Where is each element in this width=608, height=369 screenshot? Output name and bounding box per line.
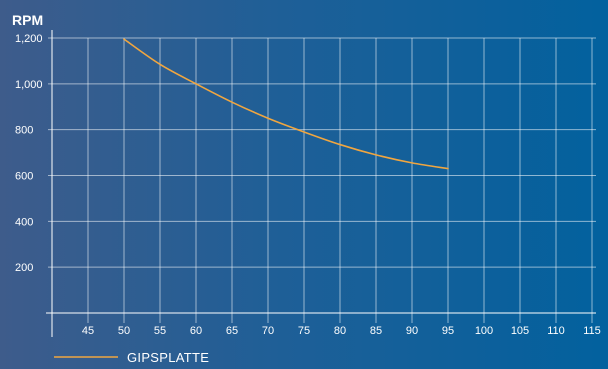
y-tick-labels: 200 400 600 800 1,000 1,200 (15, 33, 43, 274)
x-tick-label-100: 100 (475, 325, 493, 337)
series-line-gipsplatte (123, 38, 449, 170)
x-tick-label-90: 90 (406, 325, 418, 337)
x-tick-label-110: 110 (547, 325, 565, 337)
y-tick-label-1200: 1,200 (15, 33, 43, 45)
x-tick-label-80: 80 (334, 325, 346, 337)
y-tick-label-400: 400 (15, 216, 33, 228)
x-tick-label-85: 85 (370, 325, 382, 337)
y-tick-label-200: 200 (15, 262, 33, 274)
grid (48, 37, 596, 323)
x-tick-label-65: 65 (226, 325, 238, 337)
x-tick-labels: 45 50 55 60 65 70 75 80 85 90 95 100 105 110 115 (82, 325, 601, 337)
legend-label: GIPSPLATTE (127, 350, 209, 365)
x-tick-label-60: 60 (190, 325, 202, 337)
x-tick-label-115: 115 (583, 325, 601, 337)
x-tick-label-95: 95 (442, 325, 454, 337)
y-tick-label-600: 600 (15, 171, 33, 183)
y-axis-label: RPM (12, 12, 43, 28)
x-tick-label-55: 55 (154, 325, 166, 337)
series-layer (123, 38, 449, 170)
y-tick-label-800: 800 (15, 125, 33, 137)
x-tick-label-70: 70 (262, 325, 274, 337)
x-tick-label-45: 45 (82, 325, 94, 337)
y-tick-label-1000: 1,000 (15, 79, 43, 91)
legend: GIPSPLATTE (54, 350, 209, 365)
x-tick-label-75: 75 (298, 325, 310, 337)
x-tick-label-105: 105 (511, 325, 529, 337)
x-tick-label-50: 50 (118, 325, 130, 337)
axes (46, 30, 596, 337)
